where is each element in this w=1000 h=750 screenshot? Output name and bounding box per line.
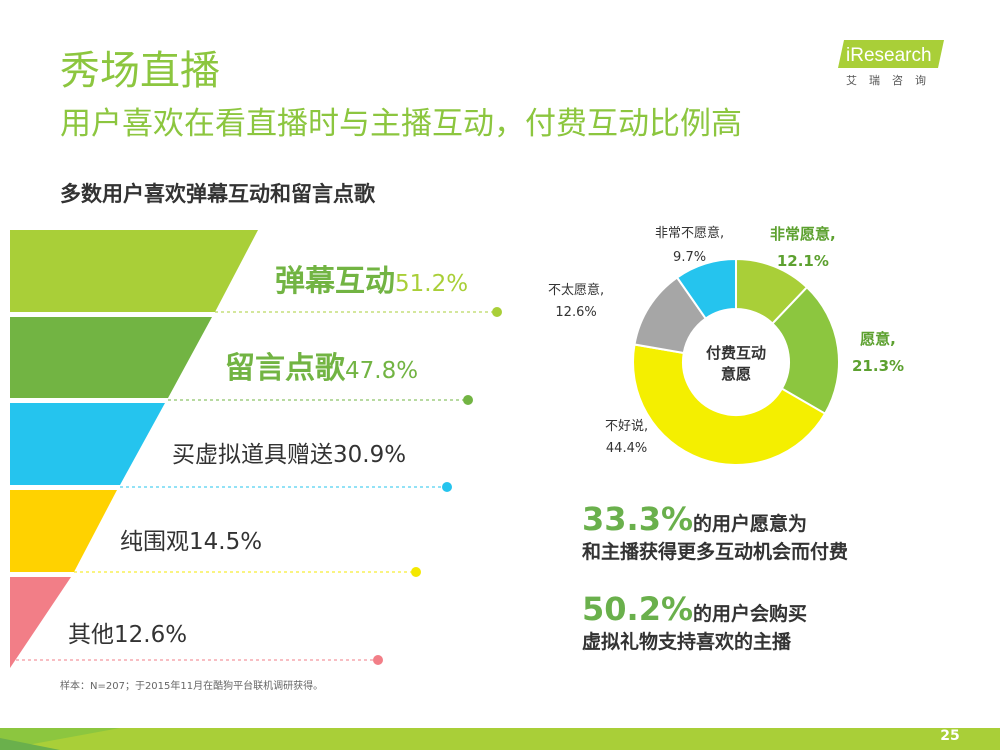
funnel-dot [442, 482, 452, 492]
funnel-category: 留言点歌 [225, 351, 345, 386]
funnel-category: 买虚拟道具赠送 [172, 442, 333, 468]
funnel-chart [10, 230, 502, 668]
donut-label-very-unwilling: 非常不愿意, 9.7% [655, 222, 724, 270]
donut-center-line2: 意愿 [720, 365, 751, 383]
footer-band [0, 728, 1000, 750]
logo-banner [838, 40, 944, 68]
slice-value: 12.1% [776, 252, 829, 270]
logo-brand-text: iResearch [846, 45, 932, 66]
page-subtitle: 用户喜欢在看直播时与主播互动，付费互动比例高 [60, 106, 742, 142]
slice-name: 愿意, [860, 330, 896, 348]
funnel-band [10, 403, 165, 485]
slice-name: 不太愿意, [548, 283, 605, 298]
footnote: 样本：N=207；于2015年11月在酷狗平台联机调研获得。 [60, 681, 324, 692]
funnel-label-watch: 纯围观14.5% [120, 522, 262, 556]
iresearch-logo: iResearch [838, 40, 944, 68]
funnel-label-gift: 买虚拟道具赠送30.9% [172, 435, 406, 469]
funnel-value: 30.9% [333, 442, 407, 468]
slice-name: 非常愿意, [770, 225, 836, 243]
logo-subtitle: 艾瑞咨询 [846, 74, 938, 87]
slice-value: 21.3% [852, 357, 905, 375]
funnel-label-other: 其他12.6% [68, 615, 187, 649]
funnel-value: 12.6% [114, 622, 188, 648]
funnel-label-danmu: 弹幕互动51.2% [275, 256, 468, 300]
donut-center-line1: 付费互动 [705, 344, 766, 362]
slice-value: 9.7% [673, 250, 707, 265]
funnel-dot [373, 655, 383, 665]
stat-text: 的用户会购买 [693, 603, 808, 625]
stat-line1: 50.2%的用户会购买 [582, 593, 808, 628]
donut-label-unsure: 不好说, 44.4% [605, 416, 648, 460]
page-title: 秀场直播 [60, 48, 220, 94]
funnel-band [10, 490, 117, 572]
funnel-band [10, 317, 212, 398]
footer-accent-left-dark [0, 738, 60, 750]
donut-label-willing: 愿意, 21.3% [852, 326, 904, 380]
donut-label-very-willing: 非常愿意, 12.1% [770, 221, 836, 275]
funnel-label-liuyan: 留言点歌47.8% [225, 343, 418, 387]
slice-value: 44.4% [605, 441, 648, 456]
slice-name: 非常不愿意, [655, 226, 725, 241]
funnel-dot [463, 395, 473, 405]
stat-block-gift: 50.2%的用户会购买 虚拟礼物支持喜欢的主播 [582, 593, 808, 656]
funnel-category: 其他 [68, 622, 114, 648]
stat-number: 33.3% [582, 500, 694, 538]
slice-name: 不好说, [605, 419, 649, 434]
funnel-band [10, 230, 258, 312]
donut-slice [675, 257, 737, 320]
funnel-category: 弹幕互动 [275, 264, 395, 299]
stat-line2: 虚拟礼物支持喜欢的主播 [582, 631, 792, 653]
donut-label-not-willing: 不太愿意, 12.6% [548, 280, 604, 324]
donut-chart [632, 257, 840, 466]
stat-line1: 33.3%的用户愿意为 [582, 503, 848, 538]
stat-line2: 和主播获得更多互动机会而付费 [582, 541, 849, 563]
donut-center-label: 付费互动 意愿 [686, 343, 786, 385]
donut-slice [632, 343, 827, 466]
funnel-value: 14.5% [189, 529, 263, 555]
funnel-dot [492, 307, 502, 317]
funnel-category: 纯围观 [120, 529, 189, 555]
funnel-dot [411, 567, 421, 577]
stat-text: 的用户愿意为 [693, 513, 808, 535]
funnel-heading: 多数用户喜欢弹幕互动和留言点歌 [60, 182, 375, 206]
funnel-value: 47.8% [345, 358, 419, 384]
funnel-value: 51.2% [395, 271, 469, 297]
slice-value: 12.6% [555, 305, 597, 320]
page-number: 25 [940, 728, 960, 744]
donut-slice [771, 285, 840, 416]
footer-bar [0, 728, 1000, 750]
funnel-band [10, 577, 71, 668]
stat-block-pay: 33.3%的用户愿意为 和主播获得更多互动机会而付费 [582, 503, 849, 566]
stat-number: 50.2% [582, 590, 694, 628]
